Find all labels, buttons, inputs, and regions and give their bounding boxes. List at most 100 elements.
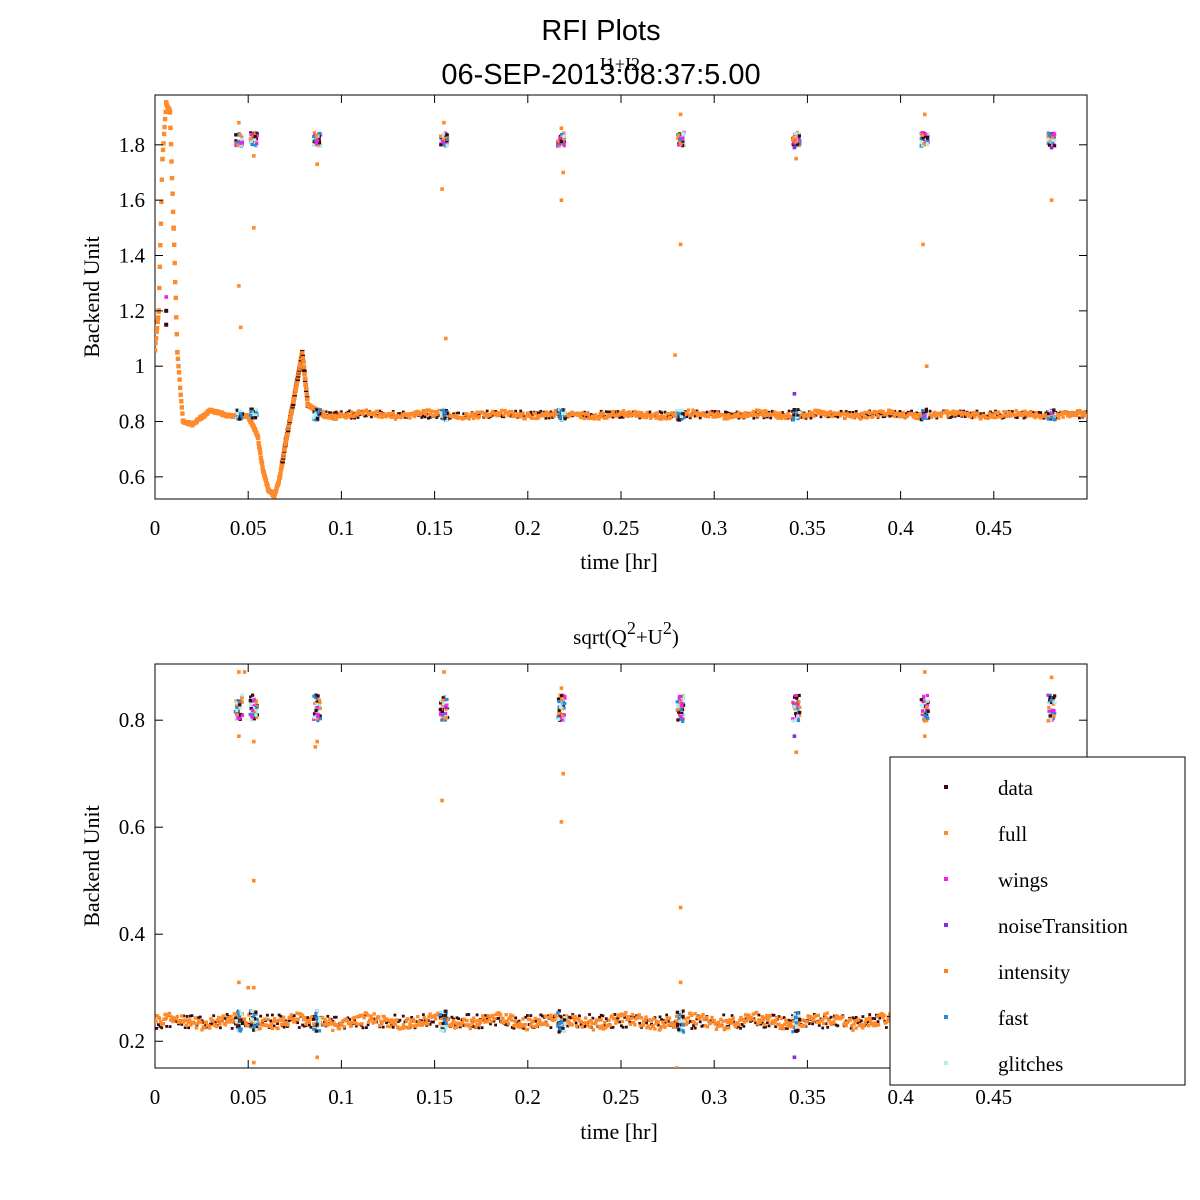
data-point [272, 1024, 276, 1028]
data-point [819, 415, 823, 419]
full-point [643, 1018, 647, 1022]
noise-cal-point [318, 706, 322, 710]
full-point [589, 1018, 593, 1023]
noise-cal-point [443, 143, 447, 147]
noise-cal-point [249, 131, 253, 135]
full-point [477, 414, 481, 419]
full-point [173, 279, 178, 285]
data-point [428, 416, 432, 419]
full-point [377, 1015, 381, 1019]
full-point [549, 1013, 553, 1017]
full-point [768, 1014, 772, 1018]
full-point [369, 1014, 373, 1018]
flagged-point [677, 415, 681, 419]
noise-cal-point [250, 142, 254, 147]
full-point [511, 1014, 515, 1018]
flagged-point [441, 1021, 445, 1025]
full-point [362, 1015, 366, 1020]
full-point [500, 1020, 504, 1024]
noise-cal-point [797, 134, 801, 138]
full-point [965, 413, 969, 417]
full-point [435, 412, 439, 417]
full-point [808, 410, 813, 414]
full-outlier [252, 226, 256, 230]
full-point [524, 414, 528, 418]
noise-cal-point [560, 713, 564, 718]
flagged-point [794, 1029, 798, 1033]
full-point [335, 1023, 339, 1027]
data-point [905, 412, 908, 415]
noise-cal-point [796, 714, 800, 718]
flagged-point [677, 1013, 681, 1017]
full-point [475, 410, 479, 414]
full-point [599, 1018, 603, 1022]
full-point [863, 1020, 867, 1024]
noise-cal-point [562, 131, 566, 135]
data-point [774, 1025, 778, 1028]
noise-cal-point [797, 144, 801, 148]
data-point [475, 414, 479, 418]
full-point [817, 1021, 821, 1025]
full-point [411, 411, 416, 415]
flagged-point [441, 1024, 445, 1028]
full-point [288, 1016, 292, 1020]
full-point [155, 336, 159, 341]
noise-cal-point [1047, 709, 1051, 713]
full-outlier [237, 980, 241, 985]
full-point [685, 1020, 690, 1024]
full-point [541, 412, 545, 416]
full-point [739, 1015, 743, 1020]
data-point [291, 1015, 294, 1019]
full-point [188, 1018, 192, 1022]
x-tick-label: 0.4 [887, 516, 914, 540]
data-point [826, 1025, 830, 1029]
flagged-point [249, 409, 253, 413]
wings-outlier [1049, 411, 1054, 415]
full-outlier [561, 771, 565, 776]
full-point [885, 1019, 890, 1023]
data-point [398, 1018, 402, 1022]
full-outlier [252, 878, 256, 883]
full-point [161, 1021, 165, 1026]
full-point [627, 410, 631, 414]
full-point [467, 1024, 471, 1028]
full-point [416, 409, 420, 414]
full-point [270, 1026, 275, 1031]
full-point [277, 474, 283, 480]
y-tick-label: 1.6 [119, 188, 145, 212]
data-point [1042, 416, 1046, 420]
legend-box [889, 756, 1186, 1086]
full-point [388, 412, 392, 416]
noise-cal-point [251, 714, 255, 718]
full-point [385, 413, 390, 418]
noise-cal-point [797, 700, 801, 704]
full-point [898, 415, 902, 419]
full-point [691, 408, 695, 412]
full-point [472, 416, 476, 421]
data-point [760, 1021, 764, 1025]
full-point [453, 1026, 457, 1030]
noise-cal-point [314, 693, 318, 697]
full-point [424, 1021, 428, 1025]
full-point [303, 1016, 307, 1020]
top-plot-xlabel: time [hr] [580, 549, 658, 574]
flagged-point [560, 411, 565, 416]
full-outlier [237, 734, 241, 738]
noise-cal-point [560, 698, 564, 702]
data-point [529, 1014, 533, 1017]
full-point [531, 1019, 535, 1023]
flagged-point [680, 1023, 685, 1027]
data-point [457, 411, 460, 415]
full-point [910, 413, 914, 417]
flagged-point [563, 417, 567, 421]
full-point [1024, 411, 1028, 415]
full-point [249, 1019, 253, 1023]
noise-cal-point [315, 700, 319, 704]
full-point [498, 411, 503, 415]
flagged-point [317, 1019, 322, 1023]
flagged-point [248, 1011, 252, 1015]
data-point [861, 1015, 865, 1018]
data-point [787, 409, 791, 413]
full-point [491, 1013, 495, 1018]
noise-cal-point [316, 718, 320, 723]
